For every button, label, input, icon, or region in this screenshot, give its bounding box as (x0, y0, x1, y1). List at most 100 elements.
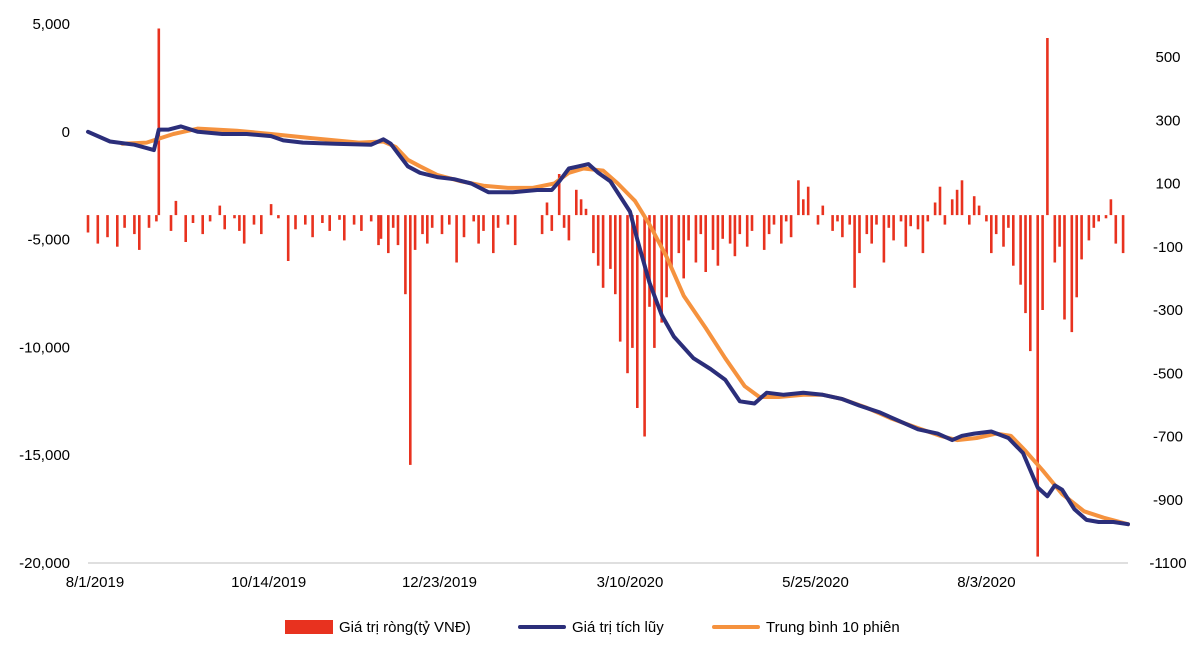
bar-20 (242, 215, 246, 244)
bar-142 (1029, 215, 1032, 352)
bar-104 (806, 186, 810, 216)
bar-47 (440, 215, 444, 235)
bar-14 (201, 215, 204, 235)
bar-108 (836, 215, 839, 222)
legend-label-net-value: Giá trị ròng(tỷ VNĐ) (339, 618, 471, 636)
y-left-tick-label: -15,000 (19, 447, 70, 464)
bar-156 (1109, 199, 1113, 216)
bar-27 (304, 215, 307, 225)
bar-146 (1053, 215, 1057, 263)
bar-87 (704, 215, 707, 272)
bar-60 (550, 215, 554, 231)
bar-1 (96, 215, 100, 244)
y-right-tick-label: -100 (1153, 239, 1183, 256)
legend-swatch-ma10 (712, 625, 760, 629)
bar-107 (831, 215, 834, 231)
bar-34 (360, 215, 363, 231)
bar-92 (733, 215, 737, 257)
bar-33 (352, 215, 356, 225)
bar-40 (396, 215, 400, 246)
bar-127 (943, 215, 947, 225)
legend-label-cumulative: Giá trị tích lũy (572, 618, 664, 636)
bar-124 (926, 215, 930, 222)
bar-112 (858, 215, 861, 254)
bar-115 (875, 215, 878, 225)
bar-95 (750, 215, 754, 231)
bar-78 (653, 215, 656, 348)
x-tick-label: 10/14/2019 (231, 574, 306, 591)
bar-139 (1012, 215, 1015, 266)
line-cumulative (86, 124, 1130, 527)
bar-62 (562, 215, 566, 228)
bar-82 (677, 215, 681, 254)
bar-100 (784, 215, 788, 222)
x-tick-labels: 8/1/2019 10/14/2019 12/23/2019 3/10/2020 5/2… (66, 574, 1016, 591)
bar-32 (343, 215, 346, 241)
bar-120 (904, 215, 908, 247)
y-right-tick-label: -500 (1153, 365, 1183, 382)
bar-55 (496, 215, 500, 228)
line-ma10 (120, 126, 1130, 527)
bar-113 (865, 215, 869, 235)
bar-73 (626, 215, 629, 374)
bar-116 (882, 215, 886, 263)
bar-74 (631, 215, 634, 348)
x-tick-label: 8/1/2019 (66, 574, 124, 591)
x-tick-label: 8/3/2020 (957, 574, 1015, 591)
bar-36 (377, 215, 380, 246)
bar-157 (1114, 215, 1118, 244)
bar-77 (648, 215, 651, 307)
bar-17 (223, 215, 226, 230)
bar-88 (711, 215, 715, 250)
bar-58 (540, 215, 544, 235)
bar-31 (338, 215, 341, 220)
bar-119 (899, 215, 903, 222)
bar-123 (921, 215, 925, 254)
x-tick-label: 3/10/2020 (597, 574, 664, 591)
bar-68 (596, 215, 600, 266)
y-right-tick-label: 500 (1155, 49, 1180, 66)
bar-128 (950, 199, 954, 216)
bar-41 (404, 215, 407, 295)
bar-85 (694, 215, 698, 263)
bar-133 (977, 205, 981, 216)
bar-117 (887, 215, 891, 228)
bar-132 (972, 196, 976, 216)
bar-59 (545, 202, 549, 216)
bar-11 (174, 200, 178, 216)
bar-65 (579, 199, 583, 216)
bar-15 (208, 215, 212, 222)
bar-110 (848, 215, 851, 225)
x-tick-label: 5/25/2020 (782, 574, 849, 591)
bar-54 (492, 215, 495, 254)
bar-51 (472, 215, 475, 222)
y-left-tick-label: -10,000 (19, 339, 70, 356)
bar-151 (1080, 215, 1083, 260)
bar-35 (369, 215, 373, 222)
bar-125 (933, 202, 937, 216)
bar-5 (133, 215, 136, 235)
bar-103 (802, 199, 805, 216)
bar-144 (1041, 215, 1044, 310)
legend-label-ma10: Trung bình 10 phiên (766, 618, 900, 636)
bar-71 (614, 215, 617, 295)
y-left-tick-label: -5,000 (27, 232, 70, 249)
bar-44 (421, 215, 424, 235)
y-axis-left: 5,000 0 -5,000 -10,000 -15,000 -20,000 (19, 16, 70, 572)
bar-84 (687, 215, 690, 241)
bar-64 (575, 189, 578, 216)
legend-item-net-value: Giá trị ròng(tỷ VNĐ) (285, 612, 471, 642)
bar-76 (643, 215, 646, 437)
bar-63 (567, 215, 571, 241)
y-axis-right: 500 300 100 -100 -300 -500 -700 -900 -1100 (1149, 49, 1186, 572)
x-tick-label: 12/23/2019 (402, 574, 477, 591)
bar-91 (728, 215, 732, 244)
bar-122 (916, 215, 920, 230)
bar-75 (636, 215, 639, 408)
bar-49 (455, 215, 458, 263)
bar-105 (816, 215, 820, 225)
legend-item-cumulative: Giá trị tích lũy (518, 612, 664, 642)
bar-25 (286, 215, 290, 261)
bar-118 (892, 215, 895, 241)
bar-53 (482, 215, 485, 231)
